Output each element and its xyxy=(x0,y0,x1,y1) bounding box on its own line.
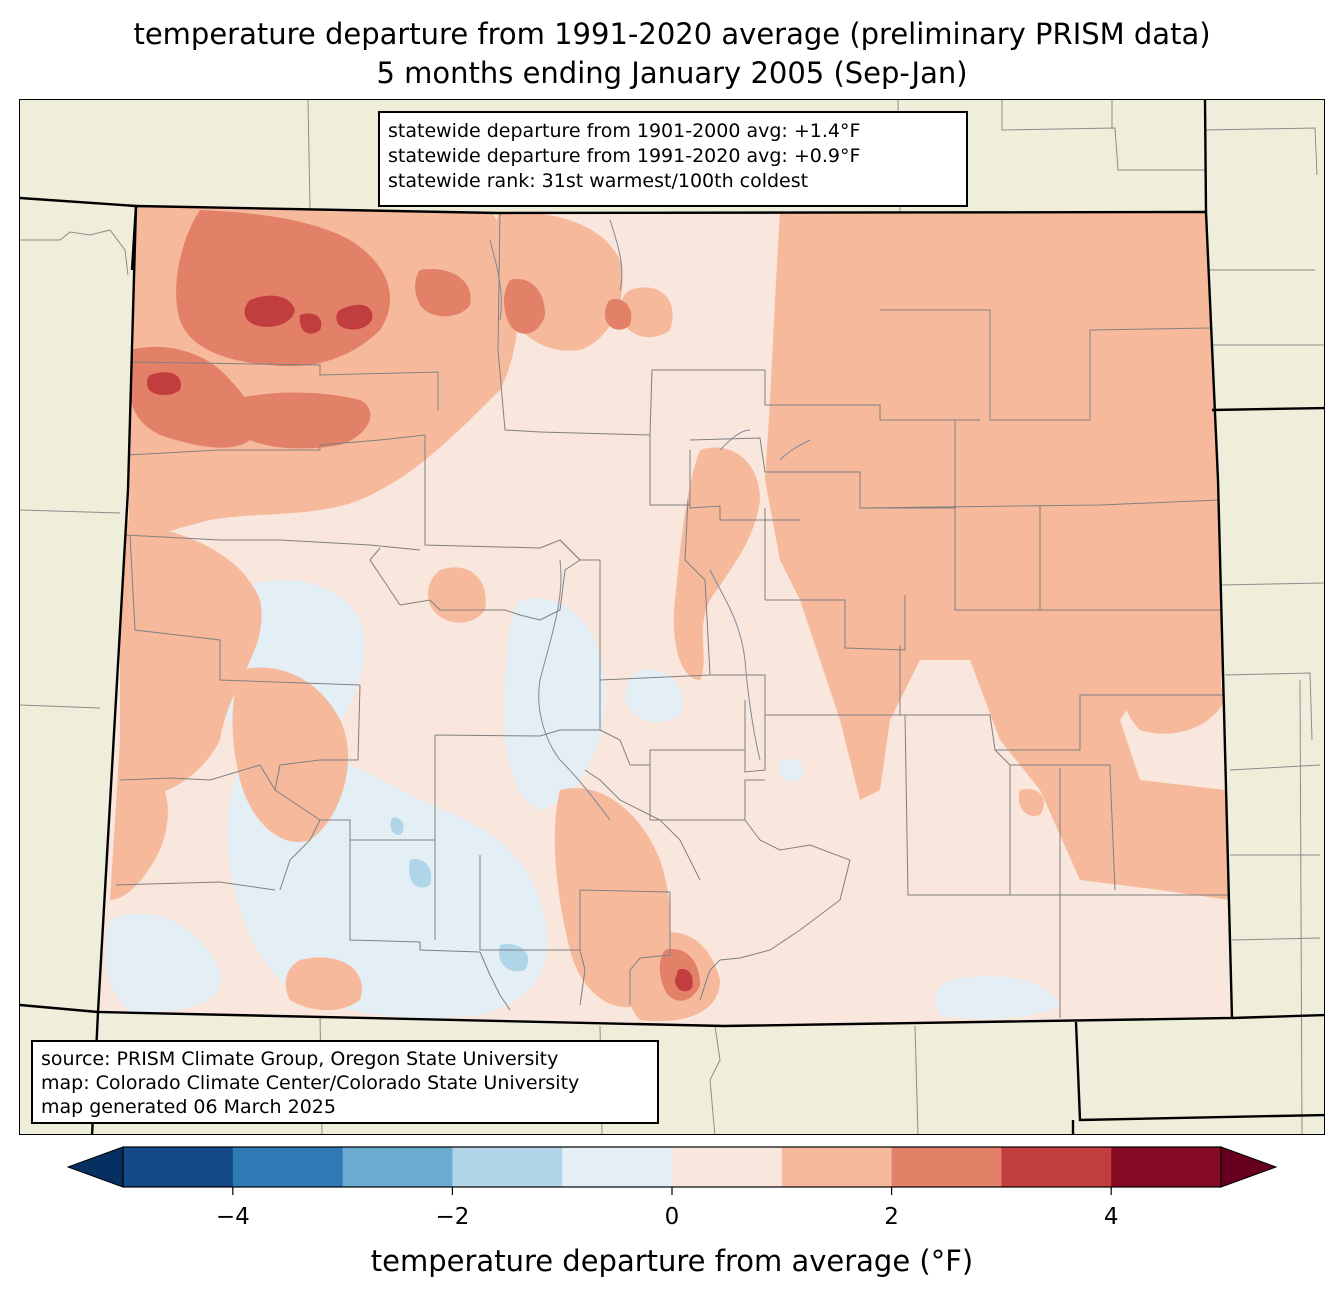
county-lines xyxy=(115,209,1230,1018)
colorbar-label: temperature departure from average (°F) xyxy=(370,1244,974,1278)
neighbor-state-lines xyxy=(20,100,1324,1134)
source-credits-box: source: PRISM Climate Group, Oregon Stat… xyxy=(31,1040,659,1124)
colorbar-over-arrow xyxy=(1220,1146,1278,1188)
colorbar-bin-6 xyxy=(781,1147,893,1187)
colorbar-tick-label-2: 0 xyxy=(665,1204,680,1230)
map-frame xyxy=(19,99,1325,1135)
stats-line-3: statewide rank: 31st warmest/100th colde… xyxy=(388,170,809,192)
temperature-anomaly-field xyxy=(98,206,1232,1026)
stats-line-1: statewide departure from 1901-2000 avg: … xyxy=(388,120,861,142)
colorbar: −4 −2 0 2 4 xyxy=(66,1146,1278,1230)
source-line-1: source: PRISM Climate Group, Oregon Stat… xyxy=(41,1048,559,1070)
colorbar-bin-2 xyxy=(342,1147,453,1187)
source-line-2: map: Colorado Climate Center/Colorado St… xyxy=(41,1072,580,1094)
map-title-line-2: 5 months ending January 2005 (Sep-Jan) xyxy=(376,56,968,90)
colorbar-bin-9 xyxy=(1111,1147,1222,1187)
colorbar-tick-label-0: −4 xyxy=(216,1204,250,1230)
map-title-line-1: temperature departure from 1991-2020 ave… xyxy=(133,17,1211,51)
statewide-stats-box: statewide departure from 1901-2000 avg: … xyxy=(378,111,968,207)
colorbar-bin-0 xyxy=(123,1147,234,1187)
colorbar-bin-7 xyxy=(891,1147,1002,1187)
colorbar-ticks: −4 −2 0 2 4 xyxy=(216,1187,1119,1230)
stats-line-2: statewide departure from 1991-2020 avg: … xyxy=(388,145,861,167)
colorbar-tick-label-3: 2 xyxy=(884,1204,899,1230)
river-lines xyxy=(489,219,811,821)
colorbar-bin-4 xyxy=(562,1147,673,1187)
colorbar-bin-3 xyxy=(452,1147,563,1187)
colorbar-bins xyxy=(123,1147,1222,1187)
colorbar-bin-1 xyxy=(232,1147,344,1187)
colorbar-tick-label-1: −2 xyxy=(435,1204,469,1230)
colorbar-bin-5 xyxy=(672,1147,783,1187)
colorbar-bin-8 xyxy=(1001,1147,1112,1187)
colorbar-tick-label-4: 4 xyxy=(1104,1204,1119,1230)
source-line-3: map generated 06 March 2025 xyxy=(41,1096,336,1118)
colorbar-under-arrow xyxy=(66,1146,124,1188)
map-canvas xyxy=(20,100,1324,1134)
